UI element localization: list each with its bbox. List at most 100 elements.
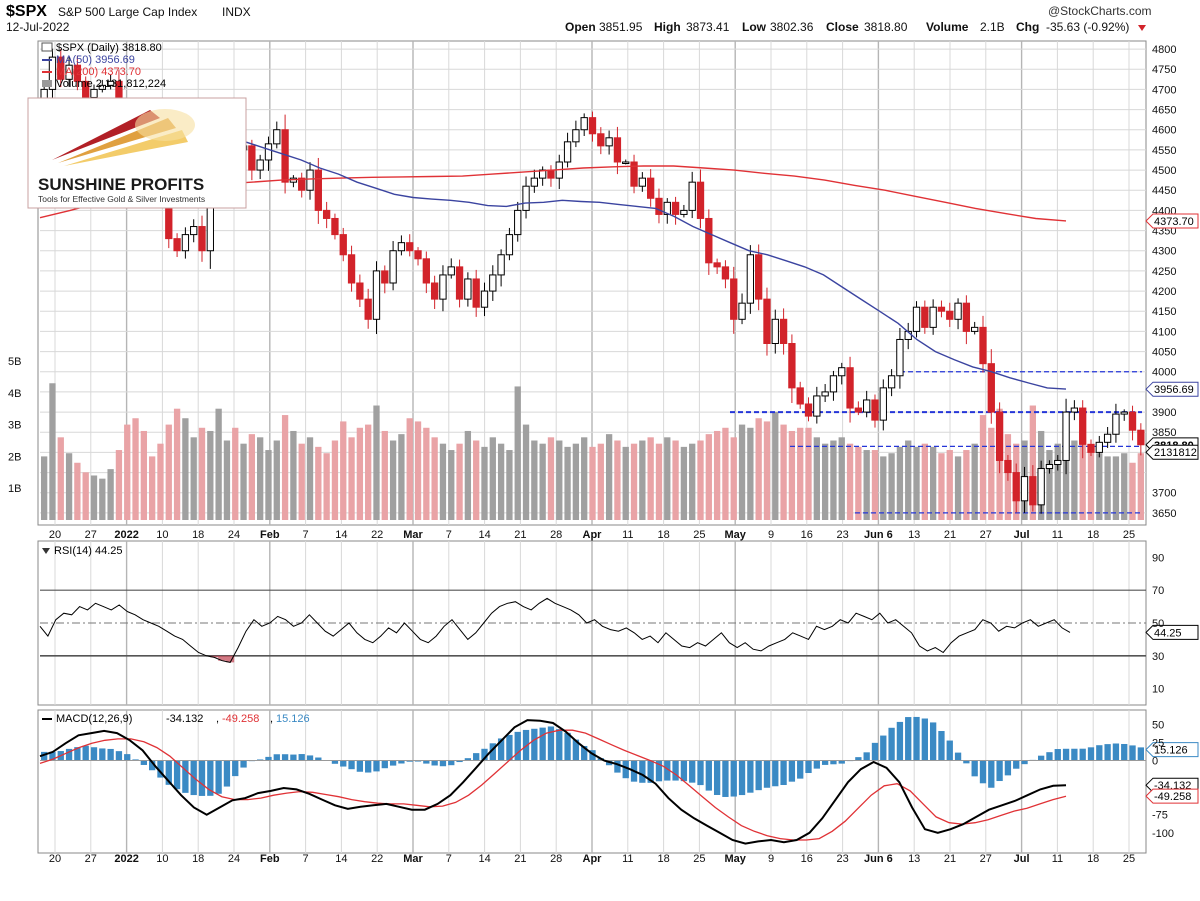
- macd-histogram-bar: [979, 760, 987, 784]
- price-axis-label: 4500: [1152, 165, 1176, 177]
- candle-body: [937, 306, 946, 312]
- candle-body: [638, 177, 647, 187]
- candle-body: [1070, 407, 1079, 413]
- candle-body: [397, 242, 406, 252]
- volume-bar: [464, 430, 472, 520]
- macd-histogram-bar: [373, 760, 380, 772]
- macd-histogram-bar: [971, 760, 978, 777]
- macd-histogram-bar: [788, 760, 796, 782]
- macd-histogram-bar: [581, 745, 588, 761]
- volume-bar: [522, 424, 530, 520]
- volume-bar: [1079, 443, 1086, 520]
- candle-body: [372, 270, 381, 320]
- macd-histogram-bar: [514, 731, 521, 761]
- macd-histogram-bar: [821, 760, 829, 765]
- candle-body: [1112, 413, 1120, 435]
- volume-bar: [207, 430, 214, 520]
- volume-bar: [1137, 453, 1144, 520]
- volume-bar: [281, 415, 289, 520]
- x-tick-label: 11: [1052, 529, 1063, 541]
- candle-body: [804, 403, 813, 417]
- volume-tag-box: [1145, 444, 1199, 460]
- macd-histogram-bar: [871, 742, 879, 761]
- candle-body: [1079, 407, 1087, 445]
- candle-body: [771, 318, 779, 344]
- macd-histogram-bar: [531, 728, 538, 761]
- macd-histogram-bar: [896, 721, 904, 761]
- x-tick-label: May: [724, 529, 746, 541]
- candle-body: [447, 266, 455, 276]
- macd-histogram-bar: [124, 754, 131, 761]
- volume-bar: [788, 430, 796, 520]
- volume-bar: [1096, 453, 1103, 520]
- candle-body: [730, 278, 738, 320]
- macd-axis-label: 0: [1152, 756, 1158, 768]
- macd-histogram-bar: [863, 752, 870, 761]
- macd-signal-value: -49.258: [222, 713, 259, 725]
- volume-bar: [497, 443, 505, 520]
- volume-bar: [813, 437, 820, 520]
- candle-body: [65, 64, 73, 80]
- candle-body: [854, 407, 863, 413]
- x-tick-label: 14: [335, 853, 347, 865]
- chg-label: Chg: [1016, 20, 1039, 34]
- volume-bar: [381, 430, 388, 520]
- macd-histogram-bar: [697, 760, 704, 786]
- macd-histogram-bar: [647, 760, 654, 783]
- rsi-panel: 44.25: [39, 589, 1199, 663]
- volume-bar: [373, 405, 380, 520]
- candle-body: [605, 137, 613, 147]
- x-tick-label: 24: [228, 853, 240, 865]
- macd-histogram-bar: [522, 729, 530, 761]
- volume-bar: [149, 456, 156, 520]
- volume-bar: [1087, 446, 1095, 520]
- candle-body: [273, 129, 281, 145]
- macd-histogram-bar: [880, 735, 887, 761]
- macd-histogram-bar: [1079, 748, 1086, 761]
- candle-body: [422, 258, 430, 284]
- macd-histogram-bar: [680, 760, 688, 782]
- macd-histogram-bar: [780, 760, 787, 786]
- x-tick-label: 20: [49, 853, 61, 865]
- rsi-axis-label: 50: [1152, 618, 1164, 630]
- price-legend: $SPX (Daily) 3818.80 MA(50) 3956.69 MA(2…: [41, 42, 166, 90]
- macd-histogram-bar: [1046, 752, 1053, 761]
- candle-body: [821, 391, 829, 397]
- macd-histogram-bar: [763, 760, 771, 788]
- candle-body: [522, 185, 530, 211]
- volume-axis-label: 3B: [8, 420, 21, 432]
- volume-bar: [489, 437, 496, 520]
- macd-histogram-bar: [913, 716, 920, 761]
- candle-body: [796, 387, 804, 405]
- header-exchange: INDX: [222, 5, 251, 19]
- candle-body: [622, 161, 630, 164]
- x-tick-label: 24: [228, 529, 240, 541]
- volume-bar: [821, 443, 829, 520]
- volume-bar: [722, 427, 729, 520]
- candle-body: [921, 306, 929, 328]
- candle-body: [838, 367, 846, 377]
- macd-histogram-bar: [107, 748, 114, 761]
- macd-histogram-bar: [564, 732, 571, 761]
- macd-histogram-bar: [1137, 747, 1144, 761]
- candle-body: [829, 375, 838, 393]
- x-tick-label: 21: [944, 853, 956, 865]
- candle-body: [655, 197, 663, 215]
- volume-bar: [730, 437, 737, 520]
- macd-histogram-bar: [481, 748, 488, 761]
- x-tick-label: 7: [446, 853, 452, 865]
- volume-bar: [838, 437, 845, 520]
- macd-histogram-bar: [406, 760, 413, 762]
- candle-body: [173, 238, 181, 252]
- candle-body: [90, 88, 98, 98]
- macd-histogram-bar: [265, 756, 272, 761]
- rsi-axis-label: 30: [1152, 651, 1164, 663]
- volume-bar: [340, 421, 347, 520]
- x-tick-label: 27: [980, 853, 992, 865]
- price-axis-label: 4100: [1152, 326, 1176, 338]
- rsi-axis-label: 90: [1152, 552, 1164, 564]
- reference-lines: [730, 371, 1142, 514]
- volume-bar: [456, 443, 463, 520]
- x-tick-label: 14: [478, 529, 490, 541]
- volume-tag: 2131812: [1154, 447, 1197, 459]
